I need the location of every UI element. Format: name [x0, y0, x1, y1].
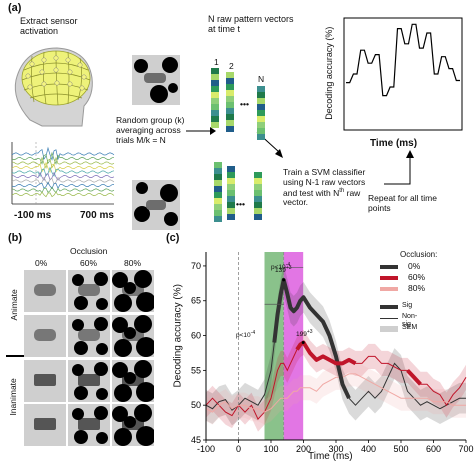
stimulus-thumbnail-top — [132, 55, 180, 105]
pattern-vector — [226, 72, 234, 132]
panel-c-label: (c) — [166, 232, 180, 244]
row-label-inanimate: Inanimate — [8, 378, 19, 416]
step4-text: Train a SVM classifier using N-1 raw vec… — [283, 167, 366, 208]
sig-segment-2 — [406, 369, 422, 386]
pattern-vector — [211, 68, 219, 128]
occlusion-stimulus — [112, 360, 154, 402]
occlusion-stimulus — [24, 270, 66, 312]
occlusion-stimulus — [68, 404, 110, 446]
col-header-80: 80% — [124, 258, 142, 268]
x-tick-label-7: 600 — [426, 444, 441, 454]
occlusion-stimulus — [68, 315, 110, 357]
step5-text: Repeat for all time points — [368, 193, 437, 213]
x-tick-label-2: 100 — [263, 444, 278, 454]
arrow-repeat — [384, 150, 414, 185]
mini-xlabel: Time (ms) — [370, 138, 418, 149]
ellipsis-top: ••• — [240, 99, 249, 109]
vector-label-1: 1 — [214, 57, 219, 67]
mini-decoding-plot — [343, 17, 463, 131]
y-tick-label-3: 60 — [191, 331, 201, 341]
arrow-to-vectors — [186, 127, 216, 135]
peak-label-60: 199+3 — [296, 329, 313, 339]
panel-a-label: (a) — [8, 2, 22, 14]
vector-label-n: N — [258, 74, 265, 84]
occlusion-stimulus — [112, 270, 154, 312]
occlusion-stimulus — [24, 404, 66, 446]
occlusion-stimulus — [112, 404, 154, 446]
legend-sig: Sig — [402, 302, 413, 309]
legend-title: Occlusion: — [400, 250, 438, 259]
peak-label-0: 139+3 — [275, 265, 292, 275]
col-header-0: 0% — [35, 258, 48, 268]
sem-band-0% — [206, 264, 466, 426]
step3-title: N raw pattern vectors at time t — [208, 14, 294, 35]
step1-text: Extract sensor activation — [20, 16, 78, 37]
peak-marker-1 — [301, 341, 305, 345]
y-tick-label-2: 55 — [191, 365, 201, 375]
mini-ylabel: Decoding accuracy (%) — [323, 26, 334, 120]
head-sensor-net-illustration — [14, 47, 93, 127]
chart-xlabel: Time (ms) — [308, 451, 353, 462]
y-tick-label-4: 65 — [191, 296, 201, 306]
y-tick-label-0: 45 — [191, 435, 201, 445]
occlusion-stimulus — [68, 360, 110, 402]
peak-marker-0 — [282, 278, 286, 282]
series-line-80% — [205, 373, 466, 413]
step2-text: Random group (k) averaging across trials… — [116, 115, 185, 145]
occlusion-stimulus — [24, 360, 66, 402]
legend-label-60: 60% — [408, 272, 426, 282]
row-label-animate: Animate — [9, 289, 20, 321]
x-tick-label-4: 300 — [328, 444, 343, 454]
sensor-traces-plot — [11, 142, 115, 205]
ellipsis-bottom: ••• — [236, 199, 245, 209]
legend-label-0: 0% — [408, 261, 421, 271]
annotation-p-left: p<10-4 — [236, 330, 256, 340]
decoding-accuracy-chart: -100 0 100 200 300 400 500 600 700 45 50 55 60 65 70 — [191, 252, 474, 454]
legend-nonsig: Non-sig — [402, 313, 418, 329]
chart-ylabel: Decoding accuracy (%) — [172, 284, 184, 388]
time-start-label: -100 ms — [14, 210, 52, 221]
pattern-vector — [227, 166, 235, 220]
x-tick-label-5: 400 — [361, 444, 376, 454]
x-tick-label-0: -100 — [197, 444, 215, 454]
occlusion-stimulus — [112, 315, 154, 357]
pattern-vector — [254, 172, 262, 220]
x-tick-label-8: 700 — [458, 444, 473, 454]
category-divider — [6, 355, 26, 357]
sem-band-60% — [206, 329, 466, 432]
time-end-label: 700 ms — [80, 210, 114, 221]
x-tick-label-6: 500 — [393, 444, 408, 454]
pattern-vector — [257, 86, 265, 140]
annotation-p-top: p<10-4 — [271, 262, 291, 272]
stimulus-thumbnail-bottom — [132, 180, 180, 230]
y-tick-label-5: 70 — [191, 261, 201, 271]
legend-swatch-80 — [380, 287, 398, 291]
legend-sem: SEM — [402, 324, 418, 331]
col-header-60: 60% — [80, 258, 98, 268]
legend-label-80: 80% — [408, 283, 426, 293]
occlusion-stimulus — [24, 315, 66, 357]
x-tick-label-1: 0 — [236, 444, 241, 454]
sig-segment-0 — [272, 277, 351, 400]
legend-swatch-0 — [380, 265, 398, 269]
legend-swatch-60 — [380, 276, 398, 280]
occlusion-title: Occlusion — [70, 246, 108, 256]
occlusion-stimulus — [68, 270, 110, 312]
y-tick-label-1: 50 — [191, 400, 201, 410]
panel-b-label: (b) — [8, 232, 23, 244]
vector-label-2: 2 — [229, 61, 234, 71]
pattern-vector — [214, 162, 222, 222]
x-tick-label-3: 200 — [296, 444, 311, 454]
